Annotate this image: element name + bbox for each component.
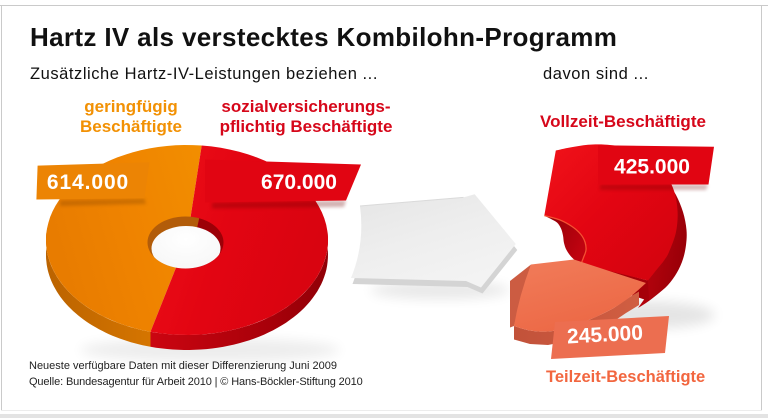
svg-text:425.000: 425.000 — [614, 156, 690, 179]
svg-text:614.000: 614.000 — [47, 171, 129, 194]
svg-text:670.000: 670.000 — [261, 171, 337, 194]
svg-text:245.000: 245.000 — [566, 322, 643, 349]
